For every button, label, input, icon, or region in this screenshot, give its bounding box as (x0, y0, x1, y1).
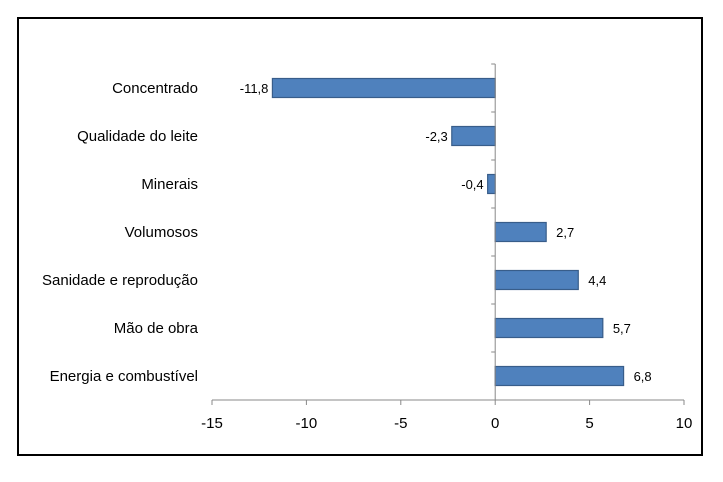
plot-area: Concentrado -11,8 Qualidade do leite -2,3 Mi… (42, 63, 693, 432)
bar (494, 365, 625, 387)
data-label: 2,7 (556, 225, 574, 240)
bar (494, 269, 579, 291)
data-label: 4,4 (588, 273, 606, 288)
x-tick-label: -10 (296, 415, 318, 432)
category-label: Concentrado (112, 80, 198, 97)
data-label: -0,4 (461, 177, 483, 192)
x-tick-label: -5 (394, 415, 407, 432)
data-label: -11,8 (240, 81, 269, 96)
bar (494, 317, 604, 339)
data-label: -2,3 (425, 129, 447, 144)
x-tick-label: 5 (585, 415, 593, 432)
bar (451, 125, 496, 147)
data-label: 6,8 (634, 369, 652, 384)
bar (271, 77, 496, 99)
data-label: 5,7 (613, 321, 631, 336)
bar (487, 173, 496, 195)
x-tick-label: 0 (491, 415, 499, 432)
category-label: Mão de obra (114, 320, 199, 337)
category-label: Volumosos (125, 224, 198, 241)
category-label: Sanidade e reprodução (42, 272, 198, 289)
category-label: Energia e combustível (50, 368, 198, 385)
category-label: Minerais (141, 176, 198, 193)
x-tick-label: -15 (201, 415, 223, 432)
bar (494, 221, 547, 243)
x-tick-label: 10 (676, 415, 693, 432)
category-label: Qualidade do leite (77, 128, 198, 145)
